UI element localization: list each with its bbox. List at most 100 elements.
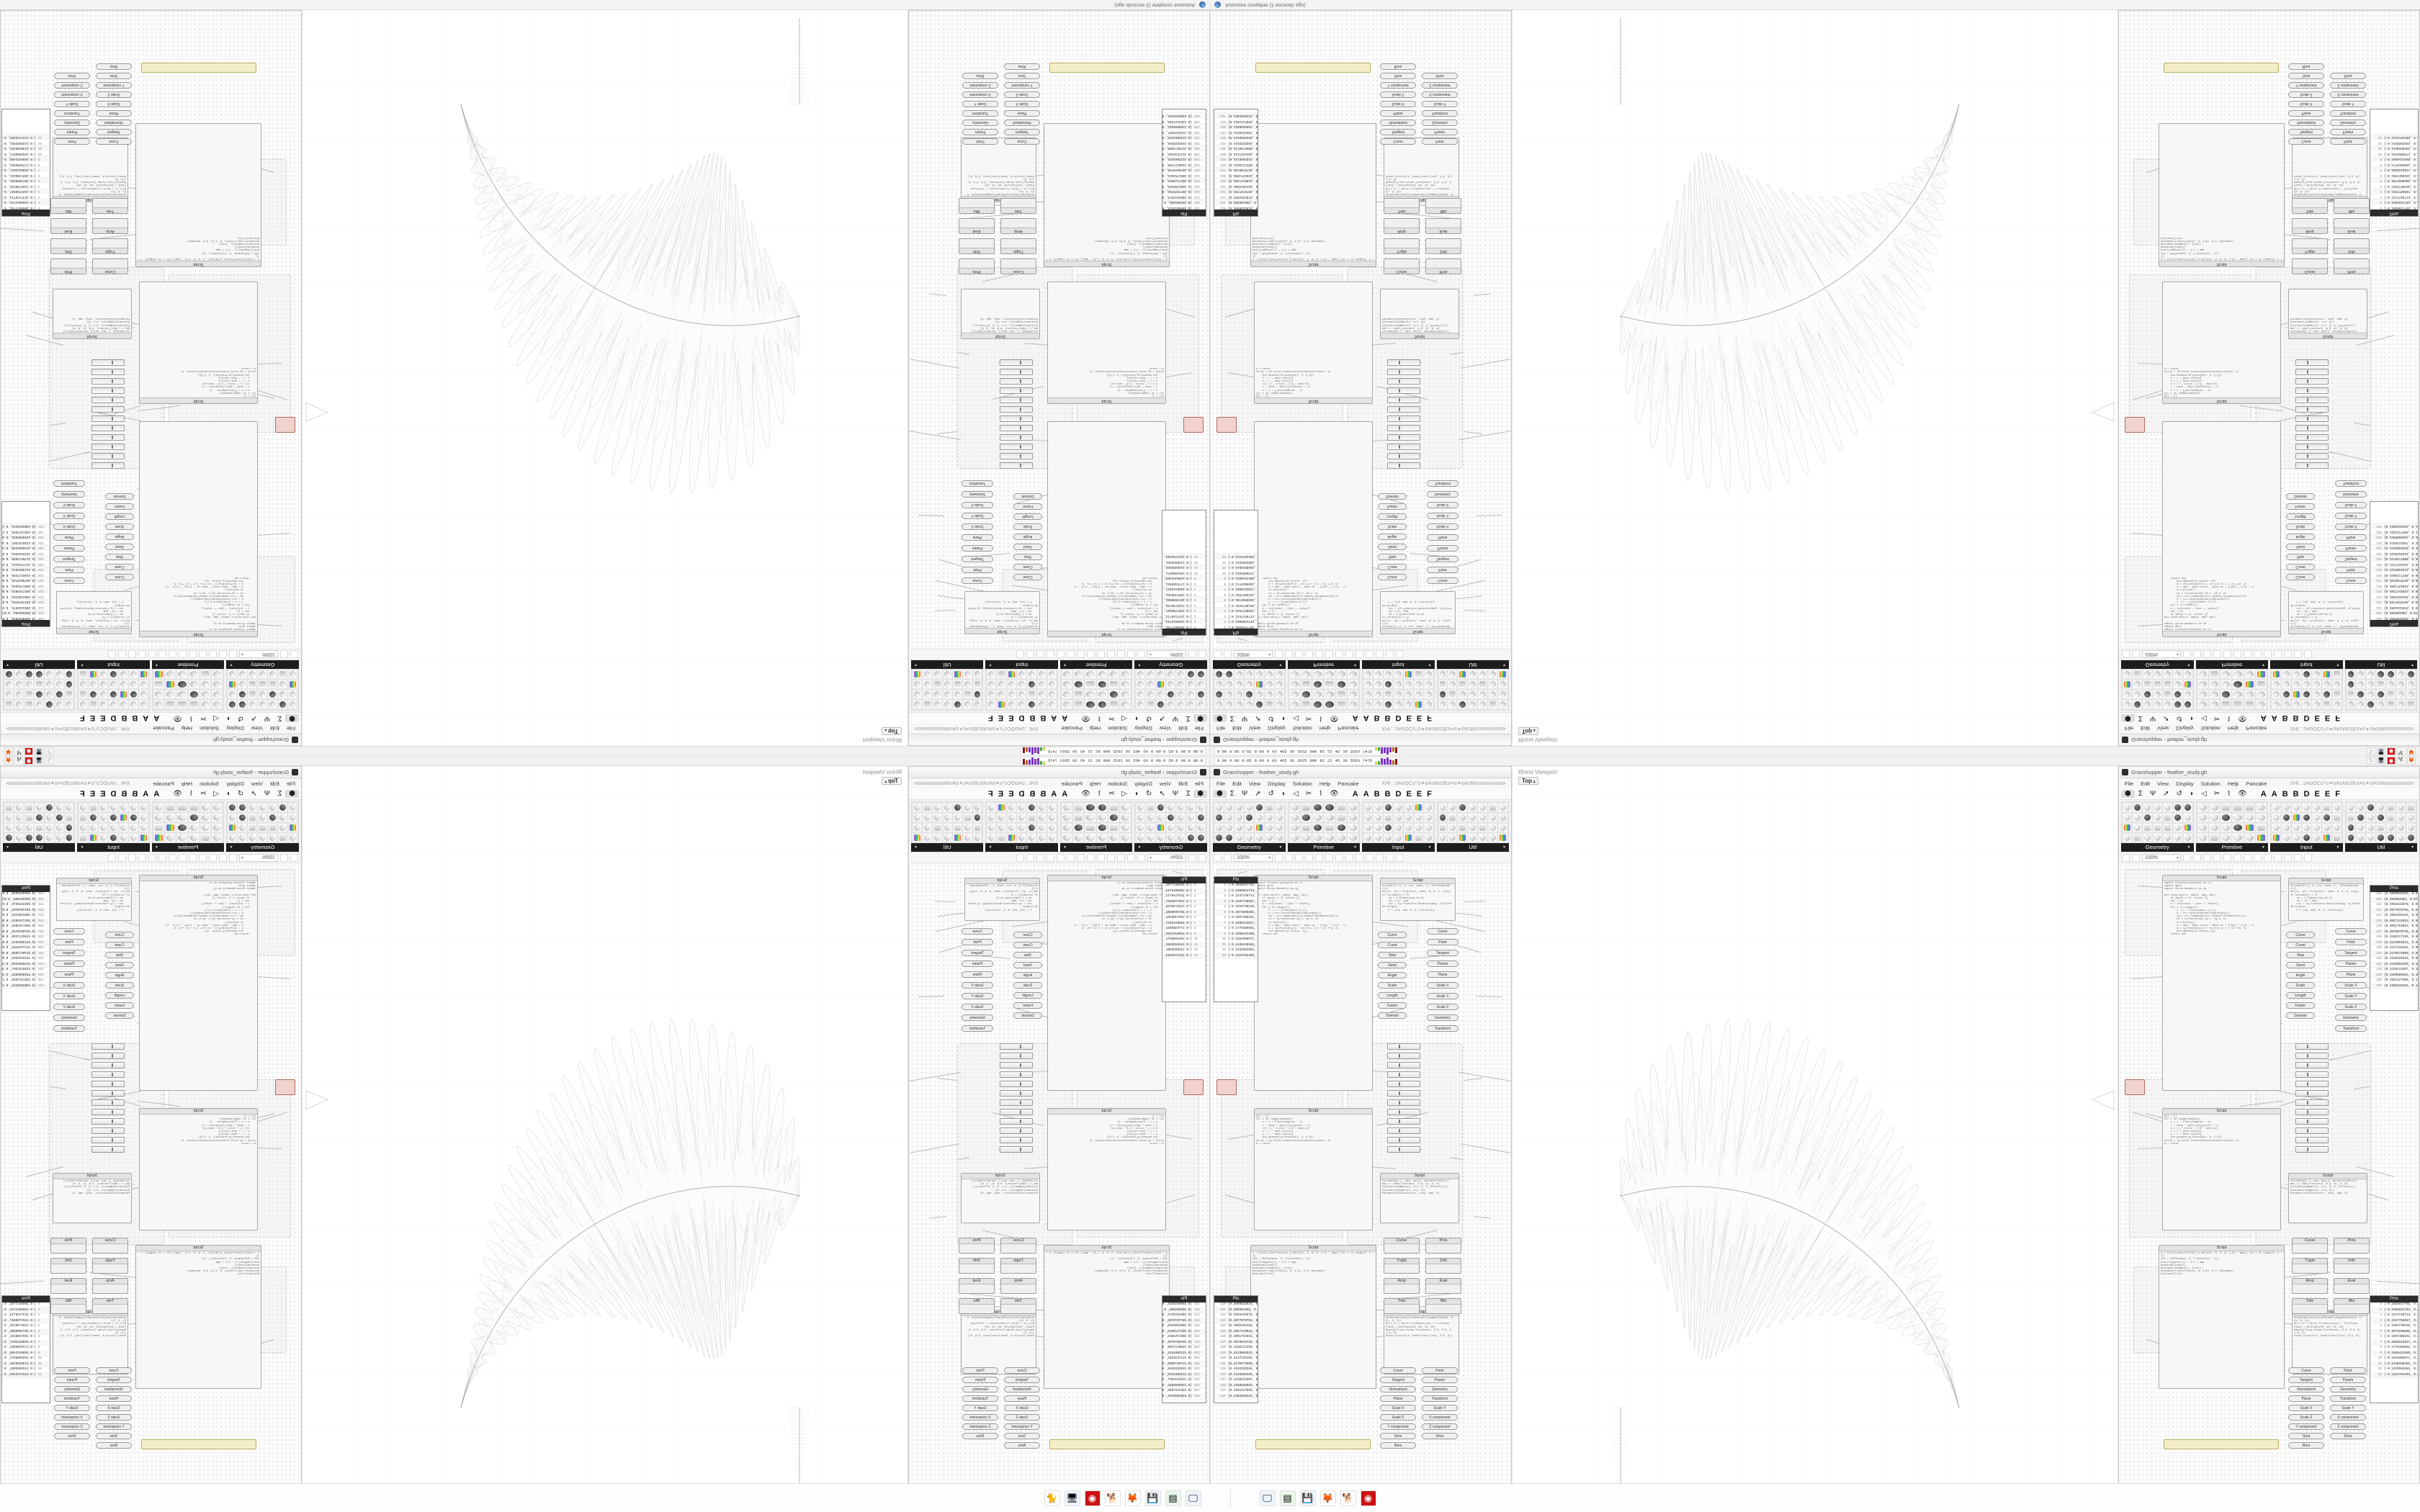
ribbon-component[interactable] bbox=[1438, 823, 1448, 832]
ribbon-tab-1[interactable]: Σ bbox=[1186, 790, 1191, 798]
toolbar-button-1[interactable] bbox=[219, 650, 227, 659]
ribbon-component[interactable] bbox=[1037, 803, 1047, 812]
ribbon-component[interactable] bbox=[278, 823, 288, 832]
ribbon-component[interactable] bbox=[2255, 813, 2267, 822]
param-scale-y[interactable]: Scale Y bbox=[962, 513, 993, 519]
ribbon-tab-4[interactable]: ↺ bbox=[1145, 790, 1152, 798]
cat-icon[interactable] bbox=[45, 747, 53, 755]
ribbon-component[interactable] bbox=[922, 690, 932, 699]
ribbon-component[interactable] bbox=[1423, 670, 1433, 679]
ribbon-component[interactable] bbox=[24, 813, 34, 822]
ribbon-component[interactable] bbox=[1108, 670, 1120, 679]
group-label-normalised[interactable]: Normalised bbox=[1380, 120, 1416, 126]
ribbon-component[interactable] bbox=[268, 833, 278, 842]
group-label-geometry[interactable]: Geometry bbox=[1422, 120, 1458, 126]
ribbon-component[interactable] bbox=[2396, 690, 2406, 699]
toolbar-button-4[interactable] bbox=[1315, 650, 1323, 659]
ribbon-component[interactable] bbox=[2132, 823, 2142, 832]
param-domain[interactable]: Domain bbox=[1378, 493, 1407, 500]
ribbon-letter-3[interactable]: B bbox=[2293, 789, 2299, 798]
ribbon-component[interactable] bbox=[2356, 813, 2366, 822]
ribbon-component[interactable] bbox=[1264, 700, 1274, 709]
ribbon-component[interactable] bbox=[2232, 700, 2244, 709]
ribbon-component[interactable] bbox=[1324, 823, 1335, 832]
group-label-z-component[interactable]: Z component bbox=[1422, 1423, 1458, 1430]
ribbon-component[interactable] bbox=[1017, 690, 1027, 699]
menu-item-edit[interactable]: Edit bbox=[2141, 780, 2151, 787]
script-node[interactable]: Script pts = [] for i in range(samples): … bbox=[2162, 282, 2281, 404]
ribbon-component[interactable] bbox=[1335, 700, 1347, 709]
number-slider[interactable] bbox=[1387, 397, 1420, 403]
group-label-transform[interactable]: Transform bbox=[2330, 110, 2366, 117]
ribbon-component[interactable] bbox=[44, 690, 54, 699]
group-label-bma[interactable]: Bma bbox=[96, 63, 132, 70]
toolbar-button-5[interactable] bbox=[179, 853, 187, 862]
group-label-scale-y[interactable]: Scale Y bbox=[1422, 101, 1458, 107]
ribbon-component[interactable] bbox=[1186, 813, 1196, 822]
toolbar-button-3[interactable] bbox=[1305, 650, 1313, 659]
param-transform[interactable]: Transform bbox=[1427, 480, 1458, 487]
ribbon-component[interactable] bbox=[1224, 813, 1234, 822]
ribbon-tab-0[interactable]: ⬢ bbox=[285, 714, 299, 722]
number-slider[interactable] bbox=[1000, 369, 1033, 375]
warning-node[interactable] bbox=[2164, 1439, 2279, 1449]
menu-item-view[interactable]: View bbox=[2157, 725, 2169, 732]
toolbar-button-7[interactable] bbox=[1345, 650, 1353, 659]
toolbar-button-7[interactable] bbox=[1067, 650, 1075, 659]
param-step[interactable]: Step bbox=[2286, 554, 2315, 560]
ribbon-component[interactable] bbox=[153, 803, 165, 812]
param-curve[interactable]: Curve bbox=[53, 928, 85, 935]
group-label-normalised[interactable]: Normalised bbox=[2288, 1386, 2324, 1392]
ribbon-component[interactable] bbox=[2406, 823, 2416, 832]
ribbon-component[interactable] bbox=[1373, 833, 1383, 842]
ribbon-component[interactable] bbox=[1073, 690, 1085, 699]
group-label-x-component[interactable]: X component bbox=[1422, 91, 1458, 98]
ribbon-component[interactable] bbox=[1062, 823, 1073, 832]
param-scale-z[interactable]: Scale Z bbox=[53, 1004, 85, 1010]
ribbon-component[interactable] bbox=[1047, 823, 1057, 832]
rhino-icon[interactable] bbox=[35, 747, 43, 755]
param-transform[interactable]: Transform bbox=[2335, 1025, 2367, 1032]
ribbon-component[interactable] bbox=[248, 833, 258, 842]
param-point[interactable]: Point bbox=[962, 567, 993, 573]
ribbon-component[interactable] bbox=[1136, 690, 1146, 699]
ribbon-component[interactable] bbox=[2346, 700, 2356, 709]
ribbon-component[interactable] bbox=[268, 690, 278, 699]
ribbon-component[interactable] bbox=[1312, 700, 1324, 709]
toolbar-button-8[interactable] bbox=[1057, 650, 1065, 659]
group-label-y-component[interactable]: Y component bbox=[2288, 82, 2324, 89]
ribbon-component[interactable] bbox=[2220, 670, 2232, 679]
ribbon-component[interactable] bbox=[2366, 700, 2376, 709]
ribbon-component[interactable] bbox=[2356, 833, 2366, 842]
script-node[interactable]: Script a = eval(LinearFlatten(_a.Value(t,… bbox=[135, 1245, 261, 1389]
number-slider[interactable] bbox=[1000, 1043, 1033, 1050]
group-label-curve[interactable]: Curve bbox=[96, 138, 132, 145]
toolbar-button-3[interactable] bbox=[1107, 853, 1115, 862]
ribbon-component[interactable] bbox=[129, 670, 139, 679]
ribbon-component[interactable] bbox=[2386, 670, 2396, 679]
menu-item-help[interactable]: Help bbox=[181, 725, 193, 732]
ribbon-component[interactable] bbox=[278, 813, 288, 822]
ribbon-component[interactable] bbox=[2376, 823, 2386, 832]
param-geometry[interactable]: Geometry bbox=[1427, 1014, 1458, 1021]
ribbon-component[interactable] bbox=[2376, 813, 2386, 822]
ribbon-component[interactable] bbox=[4, 833, 14, 842]
ribbon-component[interactable] bbox=[1096, 700, 1108, 709]
number-slider[interactable] bbox=[1387, 1099, 1420, 1106]
param-length[interactable]: Length bbox=[1013, 513, 1042, 520]
ribbon-tab-3[interactable]: ➚ bbox=[2163, 714, 2169, 722]
ribbon-component[interactable] bbox=[2208, 670, 2220, 679]
ribbon-component[interactable] bbox=[2162, 680, 2172, 689]
ribbon-component[interactable] bbox=[2197, 803, 2208, 812]
ribbon-component[interactable] bbox=[997, 833, 1007, 842]
number-slider[interactable] bbox=[1387, 1146, 1420, 1153]
group-label-geometry[interactable]: Geometry bbox=[2330, 120, 2366, 126]
ribbon-component[interactable] bbox=[1347, 690, 1358, 699]
ribbon-component[interactable] bbox=[1254, 823, 1264, 832]
ribbon-component[interactable] bbox=[1136, 813, 1146, 822]
ribbon-component[interactable] bbox=[1234, 803, 1244, 812]
group-label-geometry[interactable]: Geometry bbox=[962, 1386, 998, 1392]
